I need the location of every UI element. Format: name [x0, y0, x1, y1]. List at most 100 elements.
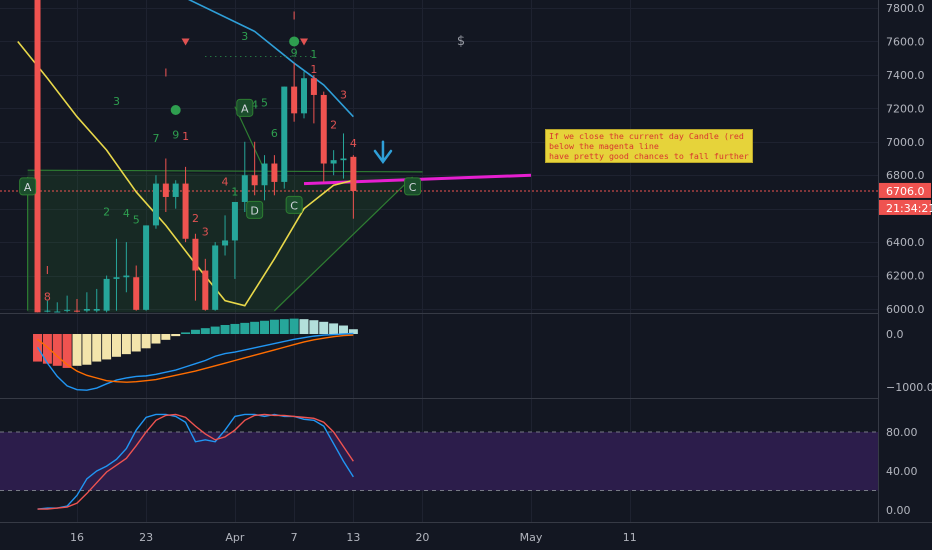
point-label-box	[19, 177, 37, 196]
price-tick-label: 7200.0	[886, 102, 925, 115]
candle-body	[172, 183, 179, 197]
macd-hist-bar	[52, 334, 62, 366]
axis-labels: 7800.07600.07400.07200.07000.06800.06600…	[70, 2, 932, 544]
pattern-top-line	[27, 169, 423, 173]
point-label: D	[250, 204, 258, 217]
last-price-label: 6706.0	[886, 185, 925, 198]
price-tick-label: 6000.0	[886, 303, 925, 316]
macd-hist-bar	[72, 334, 82, 366]
time-tick-label: 13	[346, 531, 360, 544]
candle-body	[34, 0, 41, 313]
point-label-box	[246, 200, 264, 219]
macd-hist-bar	[171, 334, 181, 337]
candle-body	[192, 238, 199, 271]
macd-hist-bar	[269, 319, 279, 334]
candle-body	[340, 158, 347, 161]
candle-body	[162, 183, 169, 197]
annotation-line: If we close the current day Candle (red …	[549, 131, 749, 141]
price-tick-label: 7400.0	[886, 69, 925, 82]
down-arrow-icon	[373, 140, 393, 164]
point-label-box	[404, 177, 422, 196]
pattern-ad-leg	[234, 106, 266, 171]
annotation-line: have pretty good chances to fall further	[549, 151, 749, 161]
last-price-tag	[879, 182, 931, 198]
macd-hist-bar	[319, 321, 329, 334]
macd-hist-bar	[230, 323, 240, 334]
count-label: I	[46, 264, 49, 277]
countdown-label: 21:34:21	[886, 202, 932, 215]
stoch-tick-label: 40.00	[886, 465, 918, 478]
signal-dot	[170, 105, 181, 116]
macd-hist-bar	[131, 334, 141, 352]
candlestick-series	[34, 0, 357, 313]
macd-hist-bar	[141, 334, 151, 349]
currency-label: $	[457, 34, 465, 49]
stoch-tick-label: 0.00	[886, 504, 911, 517]
annotation-line: below the magenta line	[549, 141, 659, 151]
macd-hist-bar	[190, 329, 200, 334]
candle-body	[74, 310, 80, 312]
price-tick-label: 7000.0	[886, 136, 925, 149]
macd-pane	[33, 318, 358, 391]
macd-hist-bar	[250, 321, 260, 334]
macd-hist-bar	[82, 334, 92, 365]
annotation-note[interactable]: If we close the current day Candle (red …	[545, 129, 753, 163]
signal-triangle	[300, 38, 309, 46]
point-label: A	[241, 102, 249, 115]
time-tick-label: May	[520, 531, 543, 544]
price-tick-label: 6400.0	[886, 236, 925, 249]
count-label: 3	[113, 95, 120, 108]
candle-body	[113, 277, 120, 279]
macd-hist-bar	[279, 319, 289, 334]
macd-hist-bar	[161, 334, 171, 340]
macd-tick-label: −1000.0	[886, 381, 932, 394]
candle-body	[301, 78, 308, 114]
candle-body	[93, 309, 100, 311]
price-tick-label: 6200.0	[886, 270, 925, 283]
count-label: 1	[310, 48, 317, 61]
count-label: 5	[133, 214, 140, 227]
macd-hist-bar	[210, 326, 220, 334]
candle-body	[44, 310, 51, 312]
candle-body	[320, 94, 327, 164]
macd-hist-bar	[299, 319, 309, 334]
macd-line	[36, 332, 354, 391]
candle-body	[310, 78, 317, 95]
count-label: I	[293, 10, 296, 23]
candle-body	[83, 309, 90, 311]
price-tick-label: 7800.0	[886, 2, 925, 15]
count-label: 4	[222, 175, 229, 188]
macd-hist-bar	[289, 318, 299, 334]
macd-hist-bar	[62, 334, 72, 368]
count-label: 5	[261, 97, 268, 110]
macd-hist-bar	[111, 334, 121, 357]
count-label: 4	[251, 98, 258, 111]
candle-body	[330, 160, 337, 164]
candle-body	[281, 86, 288, 182]
signal-triangle	[181, 38, 190, 46]
macd-hist-bar	[309, 320, 319, 334]
count-label: 1	[231, 185, 238, 198]
count-label: 4	[123, 207, 130, 220]
candle-body	[133, 277, 140, 310]
candle-body	[291, 86, 298, 114]
macd-hist-bar	[260, 320, 270, 334]
stoch-tick-label: 80.00	[886, 426, 918, 439]
candle-body	[103, 278, 110, 311]
candle-body	[261, 163, 268, 186]
macd-hist-bar	[338, 325, 348, 334]
time-tick-label: 16	[70, 531, 84, 544]
point-label: C	[290, 199, 298, 212]
point-label: A	[24, 181, 32, 194]
candle-body	[123, 275, 130, 278]
time-tick-label: 20	[415, 531, 429, 544]
point-label-box	[236, 98, 254, 117]
stoch-band	[0, 432, 878, 491]
count-label: 6	[271, 127, 278, 140]
price-tick-label: 7600.0	[886, 35, 925, 48]
pattern-diagonal	[273, 176, 413, 312]
macd-hist-bar	[121, 334, 131, 355]
macd-hist-bar	[329, 323, 339, 334]
macd-hist-bar	[240, 322, 250, 334]
